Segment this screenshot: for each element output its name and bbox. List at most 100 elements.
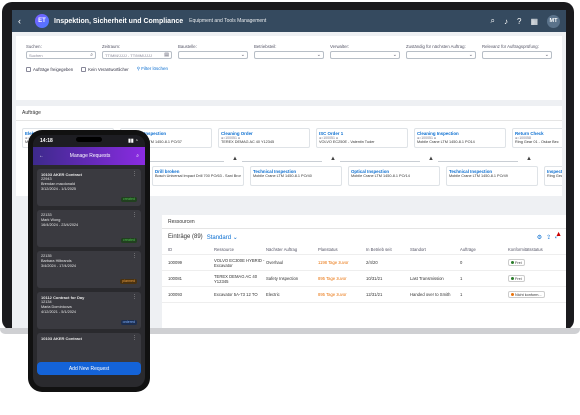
verwalter-label: Verwalter:	[330, 44, 350, 49]
table-cell: VOLVO EC300E HYBRID - Excavator	[214, 257, 265, 268]
order-card[interactable]: Cleaning Inspection ●○100051 ● Mobile Cran…	[414, 128, 506, 148]
search-icon[interactable]: ⌕	[490, 16, 495, 25]
clear-filter-label: Filter löschen	[141, 66, 169, 71]
table-cell: 895 Tage zuvor	[318, 276, 347, 281]
request-status: planned	[120, 279, 137, 284]
order-card[interactable]: ISC Order 1 ●○100051 ● VOLVO EC250E - Vale…	[316, 128, 408, 148]
export-icon[interactable]: ⇪	[546, 234, 552, 241]
order-card[interactable]: Optical Inspection Mobile Crane LTM 1450-…	[348, 166, 440, 186]
filter-bar: Suchen: Suchen ⌕ Zeitraum: TT/MM/JJJJ - TT/…	[16, 36, 562, 100]
order-desc: Ring Gear 01 - Oskar Bec	[515, 140, 559, 144]
add-request-button[interactable]: Add New Request	[37, 362, 141, 375]
app-title: Inspektion, Sicherheit und Compliance	[54, 17, 184, 25]
order-card[interactable]: Return Check ●○100058 Ring Gear 01 - Oskar…	[512, 128, 562, 148]
request-l3: 4/12/2021 - 5/1/2024	[41, 310, 77, 314]
more-icon[interactable]: ⋮	[132, 294, 137, 300]
check-verantwortlicher[interactable]: Kein Verantwortlicher	[81, 66, 129, 72]
back-arrow-icon[interactable]: ←	[39, 153, 44, 159]
column-header[interactable]: Standort	[410, 247, 426, 252]
more-icon[interactable]: ⋮	[132, 212, 137, 218]
table-row[interactable]: 100099 VOLVO EC300E HYBRID - Excavator Ove…	[162, 255, 566, 271]
order-card[interactable]: Cleaning Order ●○100051 ● TEREX DEMAG AC 4…	[218, 128, 310, 148]
column-header[interactable]: Nächster Auftrag	[266, 247, 298, 252]
search-placeholder: Suchen	[29, 52, 43, 58]
order-card[interactable]: Drill broken Bosch Universal Impact Drill…	[152, 166, 244, 186]
check-auftraege[interactable]: Aufträge freigegeben	[26, 66, 73, 72]
checkbox[interactable]	[81, 66, 87, 72]
orders-title: Aufträge	[16, 106, 562, 121]
order-card[interactable]: Technical Inspection Mobile Crane LTM 145…	[250, 166, 342, 186]
checkbox[interactable]	[26, 66, 31, 72]
shell-bar: ‹ ET Inspektion, Sicherheit und Complian…	[12, 10, 566, 32]
search-icon[interactable]: ⌕	[136, 153, 139, 159]
table-cell: 2/4/20	[366, 260, 378, 265]
request-card[interactable]: 22135 Barbara Hilbrands 3/4/2024 - 17/4/20…	[37, 251, 141, 288]
baustelle-select[interactable]: ⌄	[178, 51, 248, 59]
resources-tab[interactable]: Ressourcen	[162, 215, 566, 229]
order-desc: Bosch Universal Impact Drill 700 PO/63 -…	[155, 174, 241, 178]
check-label: Kein Verantwortlicher	[88, 66, 129, 72]
column-header[interactable]: Aufträge	[460, 247, 476, 252]
table-row[interactable]: 100093 Excavator 5A-73 12 TO Electric 895 T…	[162, 287, 566, 303]
column-header[interactable]: Ressource	[214, 247, 235, 252]
table-row[interactable]: 100081 TEREX DEMAG AC 40 Y12345 Safety Ins…	[162, 271, 566, 287]
laptop-base	[0, 328, 580, 334]
request-status: created	[121, 238, 137, 243]
connector-line	[242, 161, 322, 162]
date-range-input[interactable]: TT/MM/JJJJ - TT/MM/JJJJ ▤	[102, 51, 172, 59]
zustaendig-select[interactable]: ⌄	[406, 51, 476, 59]
table-cell: 100093	[168, 292, 182, 297]
order-card[interactable]: Technical Inspection Mobile Crane LTM 145…	[446, 166, 538, 186]
column-header[interactable]: In Betrieb seit	[366, 247, 392, 252]
view-label: Standard	[206, 234, 232, 241]
request-title: 10103 AKER Contract	[41, 336, 82, 341]
bell-icon[interactable]: ♪	[503, 16, 508, 26]
order-desc: Mobile Crane LTM 1450-8.1 PO/40	[253, 174, 312, 178]
search-input[interactable]: Suchen ⌕	[26, 51, 96, 59]
resize-icon[interactable]: ⤢	[555, 233, 560, 240]
view-selector[interactable]: Standard ⌄	[206, 234, 238, 241]
settings-icon[interactable]: ⚙	[536, 234, 543, 241]
request-card[interactable]: 22133 Mark Wong 16/4/2024 - 23/4/2024 ⋮ crea…	[37, 210, 141, 247]
relevanz-select[interactable]: ⌄	[482, 51, 552, 59]
phone-frame: 14:18 ▮▮ ◔ ← Manage Requests ⌕ 10103 AKER C…	[28, 130, 150, 392]
more-icon[interactable]: ⋮	[132, 335, 137, 341]
request-card[interactable]: 10112 Contract for Day 12134 Maria Domínic…	[37, 292, 141, 329]
request-card[interactable]: 10103 AKER Contract 22943 Brendan macdonal…	[37, 169, 141, 206]
help-icon[interactable]: ?	[516, 16, 522, 26]
clear-filter-link[interactable]: ⚲ Filter löschen	[136, 66, 169, 71]
status-text: Frei	[515, 276, 522, 281]
grid-icon[interactable]: ▦	[530, 16, 538, 26]
verwalter-select[interactable]: ⌄	[330, 51, 400, 59]
status-text: Nicht konform...	[515, 292, 542, 297]
more-icon[interactable]: ⋮	[132, 253, 137, 259]
column-header[interactable]: Konformitätsstatus	[508, 247, 543, 252]
app-subtitle: Equipment and Tools Management	[189, 18, 267, 24]
chevron-down-icon: ⌄	[240, 52, 245, 58]
column-header[interactable]: Planstatus	[318, 247, 338, 252]
phone-screen: 14:18 ▮▮ ◔ ← Manage Requests ⌕ 10103 AKER C…	[33, 135, 145, 387]
signal-icon: ▮▮ ◔	[128, 138, 138, 144]
back-icon[interactable]: ‹	[18, 16, 21, 26]
phone-header: Manage Requests	[69, 153, 111, 159]
betriebsteil-select[interactable]: ⌄	[254, 51, 324, 59]
status-dot-icon	[511, 277, 514, 280]
table-cell: 1	[460, 276, 463, 281]
order-card[interactable]: InspectionRing Gear 01	[544, 166, 562, 186]
table-cell: Excavator 5A-73 12 TO	[214, 292, 258, 297]
baustelle-label: Baustelle:	[178, 44, 197, 49]
betriebsteil-label: Betriebsteil:	[254, 44, 277, 49]
more-icon[interactable]: ⋮	[132, 171, 137, 177]
suchen-label: Suchen:	[26, 44, 42, 49]
avatar[interactable]: MT	[547, 14, 560, 28]
table-cell: Safety Inspection	[266, 276, 299, 281]
chevron-down-icon: ⌄	[468, 52, 473, 58]
table-cell: 100081	[168, 276, 182, 281]
order-title: Cleaning Order	[221, 131, 253, 136]
column-header[interactable]: ID	[168, 247, 173, 252]
order-desc: VOLVO EC250E - Valentin Tuder	[319, 140, 375, 144]
request-l3: 3/4/2024 - 17/4/2024	[41, 264, 77, 268]
table-cell: 10/31/21	[366, 276, 383, 281]
order-desc: TEREX DEMAG AC 40 Y12345	[221, 140, 275, 144]
order-id: ●○100051 ●	[417, 136, 436, 140]
